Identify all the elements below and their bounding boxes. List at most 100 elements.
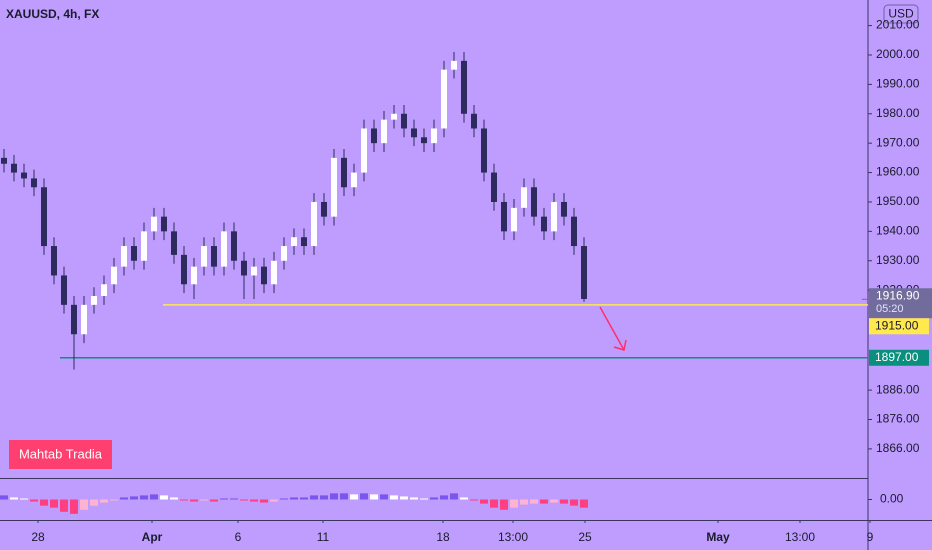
oscillator-bar (550, 499, 558, 503)
oscillator-bar (30, 499, 38, 502)
candle-body (81, 304, 87, 335)
candle-body (151, 216, 157, 232)
y-tick-label: 2010.00 (876, 18, 920, 32)
oscillator-bar (580, 499, 588, 508)
oscillator-bar (250, 499, 258, 502)
oscillator-bar (560, 499, 568, 504)
candle-body (91, 296, 97, 305)
candle-body (1, 157, 7, 164)
oscillator-bar (70, 499, 78, 514)
candle-body (331, 157, 337, 217)
candle-body (181, 254, 187, 285)
oscillator-bar (420, 498, 428, 500)
candle-body (61, 275, 67, 305)
oscillator-bar (520, 499, 528, 505)
oscillator-bar (60, 499, 68, 512)
x-tick-label: 13:00 (498, 530, 528, 544)
candle-body (111, 266, 117, 285)
x-tick-label: 6 (235, 530, 242, 544)
oscillator-bar (490, 499, 498, 508)
candle-body (171, 231, 177, 255)
oscillator-bar (210, 499, 218, 502)
candle-body (281, 246, 287, 261)
candle-body (471, 113, 477, 129)
candle-body (351, 172, 357, 188)
oscillator-bar (270, 499, 278, 502)
candle-body (51, 246, 57, 276)
oscillator-bar (150, 494, 158, 500)
y-tick-label: 1876.00 (876, 412, 920, 426)
oscillator-tick-label: 0.00 (880, 492, 904, 506)
candle-body (341, 157, 347, 188)
oscillator-bar (330, 493, 338, 500)
oscillator-bar (510, 499, 518, 508)
oscillator-bar (310, 495, 318, 500)
candle-body (441, 69, 447, 129)
y-tick-label: 1970.00 (876, 135, 920, 149)
oscillator-bar (20, 498, 28, 500)
oscillator-bar (190, 499, 198, 502)
oscillator-bar (430, 497, 438, 500)
oscillator-bar (170, 497, 178, 500)
countdown-label: 05:20 (876, 303, 904, 315)
candle-body (421, 137, 427, 144)
oscillator-bar (390, 495, 398, 500)
currency-label[interactable]: USD (888, 7, 914, 21)
y-tick-label: 1990.00 (876, 77, 920, 91)
oscillator-bar (230, 498, 238, 500)
oscillator-bar (400, 496, 408, 500)
oscillator-bar (570, 499, 578, 506)
candle-body (371, 128, 377, 144)
currency-button[interactable] (883, 4, 919, 24)
oscillator-bar (450, 493, 458, 500)
candle-body (311, 201, 317, 247)
candle-body (71, 304, 77, 335)
oscillator-bar (160, 495, 168, 500)
candle-body (431, 128, 437, 144)
candle-body (271, 260, 277, 285)
candle-body (541, 216, 547, 232)
candle-body (201, 246, 207, 267)
candle-body (221, 231, 227, 267)
candle-body (581, 246, 587, 299)
level-label-box (869, 349, 929, 366)
oscillator-bar (10, 497, 18, 500)
candle-body (241, 260, 247, 276)
oscillator-bar (500, 499, 508, 510)
oscillator-bar (300, 497, 308, 500)
y-tick-label: 1940.00 (876, 224, 920, 238)
oscillator-bar (380, 494, 388, 500)
chart-title: XAUUSD, 4h, FX (6, 7, 99, 21)
oscillator-bar (220, 498, 228, 500)
y-tick-label: 1886.00 (876, 382, 920, 396)
oscillator-bar (410, 497, 418, 500)
x-tick-label: 9 (867, 530, 874, 544)
candle-body (11, 163, 17, 173)
candle-body (301, 237, 307, 247)
oscillator-bar (0, 495, 8, 500)
oscillator-bar (260, 499, 268, 503)
oscillator-bar (320, 495, 328, 500)
candle-body (511, 207, 517, 232)
oscillator-bar (440, 495, 448, 500)
candle-body (251, 266, 257, 276)
oscillator-bar (40, 499, 48, 506)
level-label-box (869, 318, 929, 335)
oscillator-bar (280, 498, 288, 500)
candle-body (451, 60, 457, 70)
x-tick-label: 25 (578, 530, 592, 544)
candle-body (121, 246, 127, 267)
candle-body (321, 201, 327, 217)
candle-body (231, 231, 237, 261)
x-tick-label: 28 (31, 530, 45, 544)
candle-body (461, 60, 467, 114)
candle-body (381, 119, 387, 144)
oscillator-bar (50, 499, 58, 508)
oscillator-bar (130, 496, 138, 500)
oscillator-bar (480, 499, 488, 504)
oscillator-bar (120, 497, 128, 500)
candle-body (391, 113, 397, 120)
oscillator-bar (540, 499, 548, 504)
level-label: 1897.00 (875, 350, 919, 364)
